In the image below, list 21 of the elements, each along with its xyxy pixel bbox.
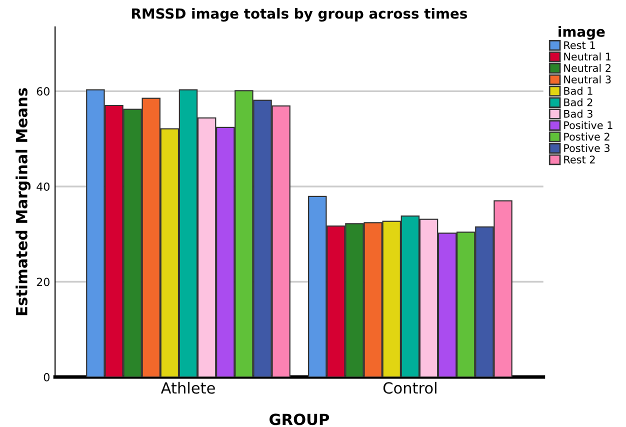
- legend-label: Neutral 2: [564, 64, 610, 72]
- x-tick-label: Control: [383, 382, 436, 394]
- y-tick-label: 20: [36, 278, 50, 286]
- y-tick-label: 0: [44, 373, 50, 382]
- legend-label: Postive 3: [564, 144, 610, 152]
- legend-label: Bad 2: [564, 98, 592, 106]
- y-axis-title: Estimated Marginal Means: [16, 88, 31, 316]
- x-tick-label: Athlete: [160, 382, 215, 394]
- legend-label: Rest 2: [564, 156, 595, 164]
- legend-label: Positive 1: [564, 121, 612, 130]
- legend-label: Neutral 1: [564, 52, 611, 61]
- chart-title: RMSSD image totals by group across times: [132, 8, 468, 22]
- legend-label: Rest 1: [564, 41, 595, 50]
- legend-label: Neutral 3: [564, 75, 611, 84]
- legend-label: Bad 1: [564, 86, 592, 95]
- legend-title: image: [558, 26, 605, 40]
- y-tick-label: 40: [36, 182, 50, 191]
- y-tick-label: 60: [36, 87, 50, 96]
- x-axis-title: GROUP: [270, 414, 330, 426]
- legend-label: Bad 3: [564, 110, 592, 118]
- legend-label: Postive 2: [564, 132, 610, 141]
